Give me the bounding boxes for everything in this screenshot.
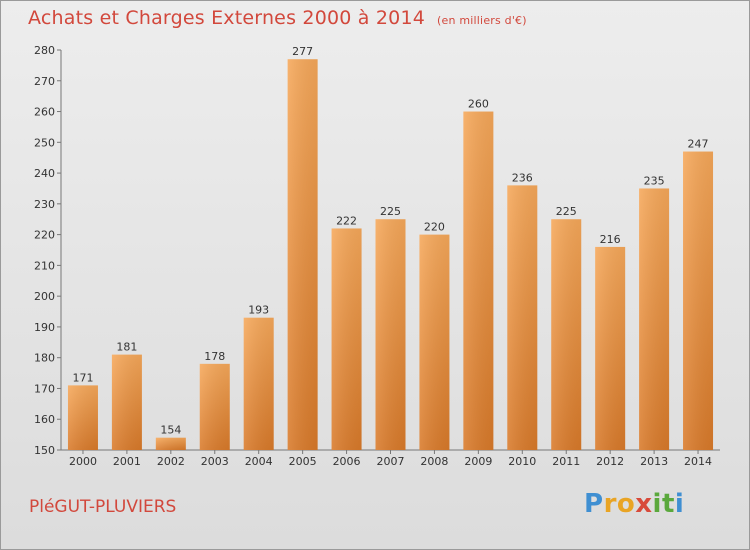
commune-name: PléGUT-PLUVIERS xyxy=(29,497,177,517)
bars-group: 171 181 154 178 193 277 222 225 220 260 236 225 216 2… xyxy=(67,45,714,451)
bar-shade xyxy=(67,385,98,450)
bar-value-label: 178 xyxy=(204,350,225,363)
y-tick-label: 200 xyxy=(34,290,55,303)
bar-value-label: 222 xyxy=(336,214,357,227)
bar-shade xyxy=(199,363,230,450)
logo-letter: r xyxy=(603,489,617,519)
x-tick-label: 2008 xyxy=(420,455,448,468)
chart-unit: (en milliers d'€) xyxy=(437,14,527,27)
bar-shade xyxy=(463,111,494,451)
bar-value-label: 277 xyxy=(292,45,313,58)
x-tick-label: 2002 xyxy=(157,455,185,468)
bar-shade xyxy=(419,234,450,450)
x-tick-label: 2000 xyxy=(69,455,97,468)
y-tick-label: 170 xyxy=(34,382,55,395)
x-tick-label: 2013 xyxy=(640,455,668,468)
y-tick-label: 150 xyxy=(34,444,55,457)
y-tick-label: 250 xyxy=(34,136,55,149)
bar-value-label: 171 xyxy=(72,371,93,384)
bar-shade xyxy=(155,437,186,450)
y-tick-label: 210 xyxy=(34,259,55,272)
logo-letter: i xyxy=(674,489,685,519)
x-tick-label: 2005 xyxy=(289,455,317,468)
logo-letter: t xyxy=(661,489,675,519)
x-tick-label: 2007 xyxy=(377,455,405,468)
x-tick-label: 2012 xyxy=(596,455,624,468)
y-tick-label: 190 xyxy=(34,321,55,334)
x-tick-label: 2010 xyxy=(508,455,536,468)
x-tick-label: 2001 xyxy=(113,455,141,468)
x-tick-label: 2014 xyxy=(684,455,712,468)
bar-value-label: 181 xyxy=(116,341,137,354)
x-tick-label: 2009 xyxy=(464,455,492,468)
y-tick-label: 220 xyxy=(34,229,55,242)
bar-value-label: 220 xyxy=(424,221,445,234)
logo-letter: o xyxy=(616,489,636,519)
bar-shade xyxy=(287,59,318,450)
x-tick-label: 2003 xyxy=(201,455,229,468)
bar-value-label: 247 xyxy=(688,138,709,151)
logo-letter: i xyxy=(652,489,662,519)
logo-letter: P xyxy=(584,489,604,519)
bar-value-label: 236 xyxy=(512,171,533,184)
bar-value-label: 154 xyxy=(160,424,181,437)
logo-letter: x xyxy=(635,489,653,519)
y-tick-label: 270 xyxy=(34,75,55,88)
bar-shade xyxy=(243,317,274,450)
x-tick-label: 2006 xyxy=(333,455,361,468)
bar-shade xyxy=(111,354,142,450)
y-tick-label: 240 xyxy=(34,167,55,180)
bar-shade xyxy=(551,219,582,450)
proxiti-logo: Proxiti xyxy=(584,489,684,519)
chart-title-text: Achats et Charges Externes 2000 à 2014 xyxy=(28,7,426,29)
bar-shade xyxy=(683,151,714,451)
bar-value-label: 216 xyxy=(600,233,621,246)
y-tick-label: 180 xyxy=(34,352,55,365)
x-tick-label: 2004 xyxy=(245,455,273,468)
bar-value-label: 193 xyxy=(248,304,269,317)
bar-value-label: 225 xyxy=(380,205,401,218)
bar-shade xyxy=(595,246,626,450)
x-tick-label: 2011 xyxy=(552,455,580,468)
y-tick-label: 160 xyxy=(34,413,55,426)
bar-shade xyxy=(331,228,362,450)
y-tick-label: 230 xyxy=(34,198,55,211)
chart-axes: 150 160 170 180 190 200 210 220 230 240 250 260 270 2… xyxy=(34,44,720,468)
bar-value-label: 235 xyxy=(644,174,665,187)
bar-value-label: 225 xyxy=(556,205,577,218)
chart-title: Achats et Charges Externes 2000 à 2014 (e… xyxy=(28,7,527,29)
bar-value-label: 260 xyxy=(468,98,489,111)
bar-shade xyxy=(639,188,670,450)
bar-shade xyxy=(507,185,538,450)
y-tick-label: 260 xyxy=(34,106,55,119)
bar-shade xyxy=(375,219,406,450)
y-tick-label: 280 xyxy=(34,44,55,57)
